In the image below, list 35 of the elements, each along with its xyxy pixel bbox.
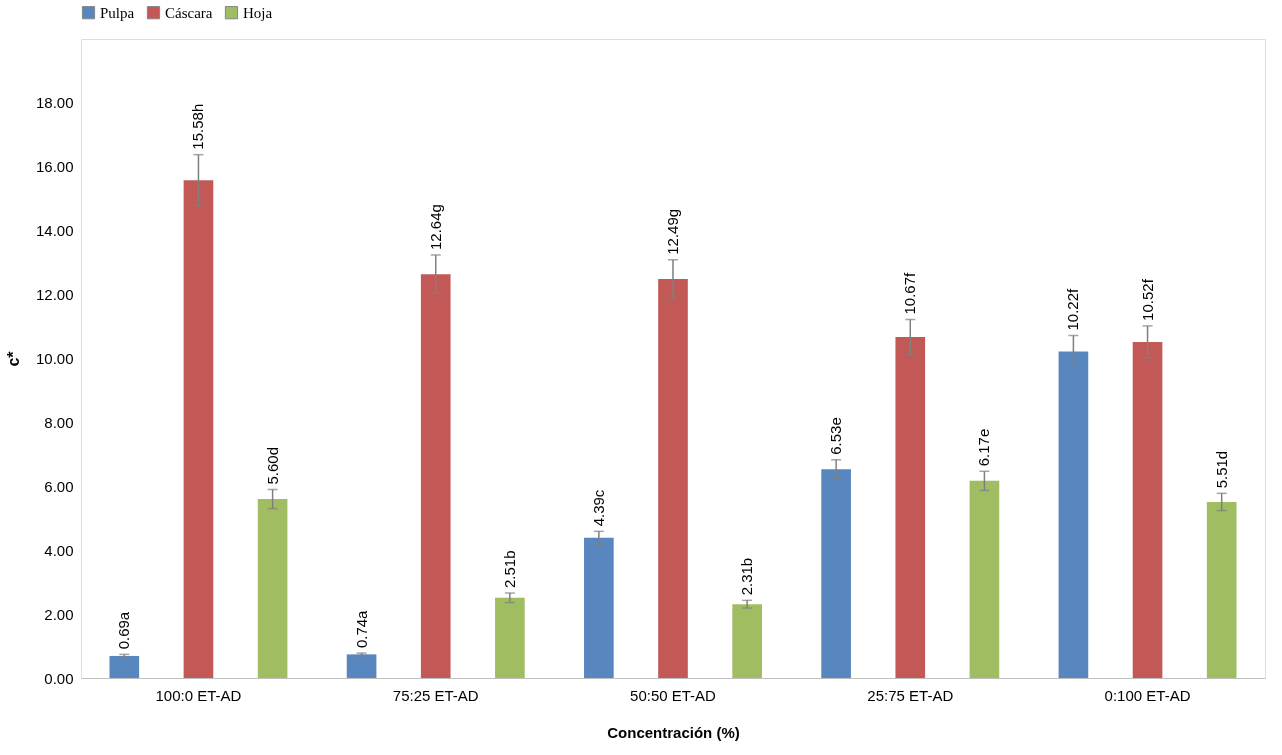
x-axis-title: Concentración (%) (607, 723, 740, 741)
y-tick-label: 2.00 (44, 605, 74, 623)
data-label: 10.67f (901, 271, 919, 315)
legend-label: Pulpa (100, 4, 135, 21)
data-label: 15.58h (189, 103, 207, 150)
data-label: 12.49g (664, 208, 681, 255)
legend-label: Hoja (243, 4, 273, 21)
data-label: 2.51b (500, 550, 518, 589)
y-tick-label: 4.00 (44, 541, 74, 559)
data-label: 0.74a (352, 609, 370, 649)
data-label: 6.53e (827, 417, 845, 455)
data-label: 5.51d (1212, 450, 1230, 489)
y-tick-label: 10.00 (35, 350, 74, 367)
data-label: 10.52f (1138, 278, 1156, 321)
y-tick-label: 0.00 (44, 669, 74, 687)
data-label: 10.22f (1064, 287, 1082, 331)
data-label: 12.64g (426, 204, 444, 250)
x-tick-label: 100:0 ET-AD (155, 686, 242, 704)
data-label: 2.31b (738, 557, 756, 596)
x-tick-label: 50:50 ET-AD (630, 686, 717, 704)
x-tick-label: 25:75 ET-AD (867, 686, 954, 704)
y-tick-label: 16.00 (35, 158, 74, 176)
y-tick-label: 12.00 (35, 286, 74, 304)
y-tick-label: 8.00 (44, 413, 74, 431)
data-label: 5.60d (263, 446, 281, 485)
data-label: 0.69a (115, 611, 133, 650)
y-axis-title: c* (4, 350, 22, 367)
data-label: 4.39c (589, 489, 607, 527)
y-tick-label: 6.00 (44, 477, 74, 495)
y-tick-label: 14.00 (35, 222, 74, 240)
legend-label: Cáscara (165, 4, 213, 21)
x-tick-label: 0:100 ET-AD (1104, 686, 1191, 704)
x-tick-label: 75:25 ET-AD (392, 686, 479, 704)
y-tick-label: 18.00 (35, 94, 74, 112)
data-label: 6.17e (975, 428, 993, 467)
